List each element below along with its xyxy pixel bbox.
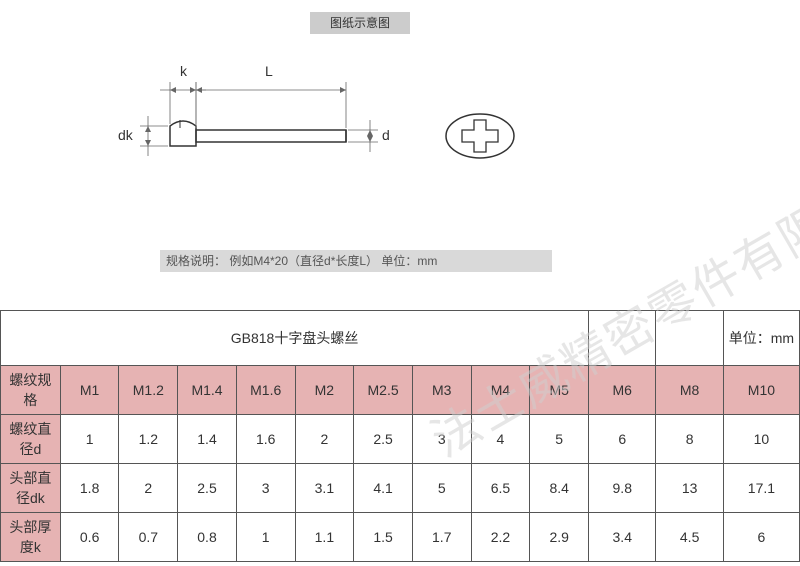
data-row-k: 头部厚度k 0.6 0.7 0.8 1 1.1 1.5 1.7 2.2 2.9 … — [1, 513, 800, 562]
spec-note: 规格说明： 例如M4*20（直径d*长度L） 单位：mm — [160, 250, 552, 272]
spec-table: GB818十字盘头螺丝 单位：mm 螺纹规格 M1 M1.2 M1.4 M1.6… — [0, 310, 800, 562]
header-label: 图纸示意图 — [330, 16, 390, 30]
col-6: M3 — [412, 366, 471, 415]
cell: 1.7 — [412, 513, 471, 562]
col-10: M8 — [656, 366, 723, 415]
cell: 8.4 — [530, 464, 589, 513]
cell: 3 — [412, 415, 471, 464]
table-title: GB818十字盘头螺丝 — [231, 330, 359, 346]
cell: 4.5 — [656, 513, 723, 562]
unit-label: 单位：mm — [729, 330, 794, 346]
col-3: M1.6 — [236, 366, 295, 415]
dim-dk-label: dk — [118, 127, 134, 143]
col-2: M1.4 — [178, 366, 237, 415]
col-1: M1.2 — [119, 366, 178, 415]
cell: 1.1 — [295, 513, 354, 562]
cell: 6 — [589, 415, 656, 464]
header-row: 螺纹规格 M1 M1.2 M1.4 M1.6 M2 M2.5 M3 M4 M5 … — [1, 366, 800, 415]
row-label-1: 螺纹直径d — [1, 415, 61, 464]
col-5: M2.5 — [354, 366, 413, 415]
cell: 2 — [295, 415, 354, 464]
cell: 2 — [119, 464, 178, 513]
cell: 3 — [236, 464, 295, 513]
data-row-dk: 头部直径dk 1.8 2 2.5 3 3.1 4.1 5 6.5 8.4 9.8… — [1, 464, 800, 513]
cell: 1.5 — [354, 513, 413, 562]
unit-cell: 单位：mm — [723, 311, 799, 366]
screw-diagram-svg: k L dk d — [100, 46, 600, 226]
title-blank-2 — [656, 311, 723, 366]
cell: 3.4 — [589, 513, 656, 562]
cell: 1.8 — [60, 464, 119, 513]
col-9: M6 — [589, 366, 656, 415]
technical-diagram: k L dk d — [100, 46, 600, 226]
cell: 6 — [723, 513, 799, 562]
cell: 1.4 — [178, 415, 237, 464]
title-row: GB818十字盘头螺丝 单位：mm — [1, 311, 800, 366]
row-label-2: 头部直径dk — [1, 464, 61, 513]
cell: 9.8 — [589, 464, 656, 513]
row-label-0: 螺纹规格 — [1, 366, 61, 415]
cell: 2.2 — [471, 513, 530, 562]
header-strip: 图纸示意图 — [310, 12, 410, 34]
cell: 2.5 — [178, 464, 237, 513]
cell: 1.2 — [119, 415, 178, 464]
col-8: M5 — [530, 366, 589, 415]
cell: 4 — [471, 415, 530, 464]
table-title-cell: GB818十字盘头螺丝 — [1, 311, 589, 366]
title-blank-1 — [589, 311, 656, 366]
cell: 4.1 — [354, 464, 413, 513]
col-4: M2 — [295, 366, 354, 415]
cell: 1.6 — [236, 415, 295, 464]
cell: 17.1 — [723, 464, 799, 513]
row-label-3: 头部厚度k — [1, 513, 61, 562]
cell: 10 — [723, 415, 799, 464]
cell: 8 — [656, 415, 723, 464]
dim-L-label: L — [265, 63, 273, 79]
cell: 1 — [60, 415, 119, 464]
col-11: M10 — [723, 366, 799, 415]
cell: 13 — [656, 464, 723, 513]
cell: 0.8 — [178, 513, 237, 562]
cell: 5 — [412, 464, 471, 513]
cell: 1 — [236, 513, 295, 562]
dim-d-label: d — [382, 127, 390, 143]
col-7: M4 — [471, 366, 530, 415]
data-row-d: 螺纹直径d 1 1.2 1.4 1.6 2 2.5 3 4 5 6 8 10 — [1, 415, 800, 464]
cell: 6.5 — [471, 464, 530, 513]
cell: 0.7 — [119, 513, 178, 562]
cell: 3.1 — [295, 464, 354, 513]
cell: 2.9 — [530, 513, 589, 562]
dim-k-label: k — [180, 63, 188, 79]
cell: 0.6 — [60, 513, 119, 562]
cell: 5 — [530, 415, 589, 464]
spec-note-text: 规格说明： 例如M4*20（直径d*长度L） 单位：mm — [166, 254, 437, 268]
cell: 2.5 — [354, 415, 413, 464]
col-0: M1 — [60, 366, 119, 415]
